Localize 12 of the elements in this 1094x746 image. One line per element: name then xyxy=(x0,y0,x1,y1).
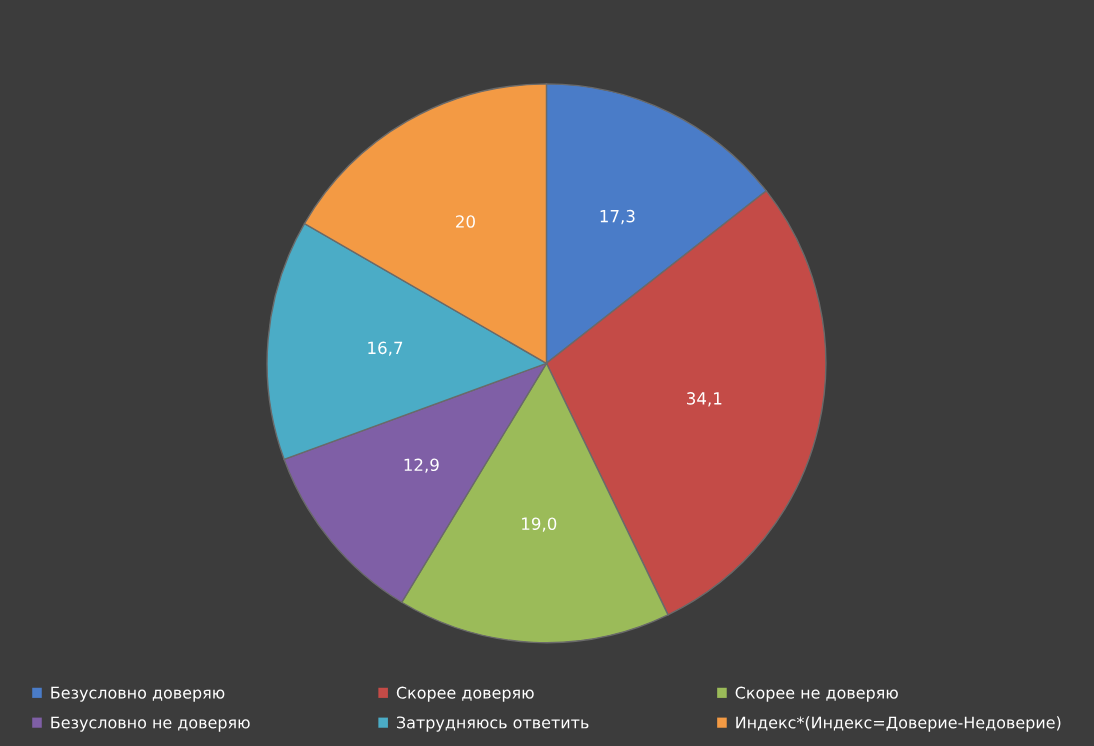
legend-label: Скорее не доверяю xyxy=(735,686,898,702)
legend-label: Безусловно не доверяю xyxy=(51,716,250,732)
data-label: 19,0 xyxy=(522,517,557,532)
data-label: 12,9 xyxy=(404,458,439,473)
legend-label: Безусловно доверяю xyxy=(51,686,225,702)
data-label: 16,7 xyxy=(368,341,403,356)
legend-label: Индекс*(Индекс=Доверие-Недоверие) xyxy=(736,716,1061,732)
legend-label: Скорее доверяю xyxy=(396,686,534,702)
data-label: 20 xyxy=(456,215,475,228)
data-label: 34,1 xyxy=(687,392,722,407)
data-label: 17,3 xyxy=(600,209,635,225)
legend-label: Затрудняюсь ответить xyxy=(396,716,589,732)
